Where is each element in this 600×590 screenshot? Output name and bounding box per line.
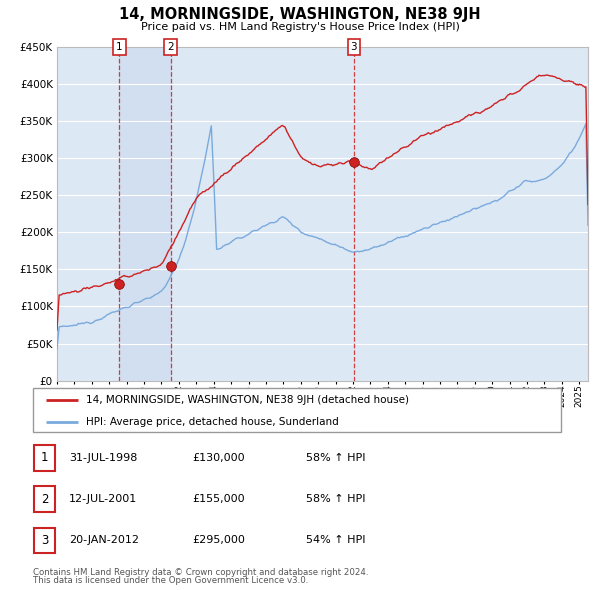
Text: 58% ↑ HPI: 58% ↑ HPI <box>306 494 365 504</box>
Text: 58% ↑ HPI: 58% ↑ HPI <box>306 453 365 463</box>
Text: This data is licensed under the Open Government Licence v3.0.: This data is licensed under the Open Gov… <box>33 576 308 585</box>
Text: £130,000: £130,000 <box>192 453 245 463</box>
Text: £155,000: £155,000 <box>192 494 245 504</box>
Text: 14, MORNINGSIDE, WASHINGTON, NE38 9JH: 14, MORNINGSIDE, WASHINGTON, NE38 9JH <box>119 7 481 22</box>
Bar <box>34 527 55 553</box>
Bar <box>119 47 170 381</box>
Text: Price paid vs. HM Land Registry's House Price Index (HPI): Price paid vs. HM Land Registry's House … <box>140 22 460 32</box>
Text: 3: 3 <box>350 42 357 52</box>
Text: 3: 3 <box>41 534 48 547</box>
Text: 1: 1 <box>116 42 122 52</box>
Text: 14, MORNINGSIDE, WASHINGTON, NE38 9JH (detached house): 14, MORNINGSIDE, WASHINGTON, NE38 9JH (d… <box>86 395 409 405</box>
Text: 2: 2 <box>41 493 48 506</box>
Text: 2: 2 <box>167 42 174 52</box>
Text: 31-JUL-1998: 31-JUL-1998 <box>69 453 137 463</box>
Text: 12-JUL-2001: 12-JUL-2001 <box>69 494 137 504</box>
Text: Contains HM Land Registry data © Crown copyright and database right 2024.: Contains HM Land Registry data © Crown c… <box>33 568 368 577</box>
Bar <box>34 445 55 471</box>
Text: 20-JAN-2012: 20-JAN-2012 <box>69 536 139 545</box>
Text: £295,000: £295,000 <box>192 536 245 545</box>
Bar <box>34 486 55 512</box>
Text: 54% ↑ HPI: 54% ↑ HPI <box>306 536 365 545</box>
Text: HPI: Average price, detached house, Sunderland: HPI: Average price, detached house, Sund… <box>86 417 338 427</box>
Text: 1: 1 <box>41 451 48 464</box>
